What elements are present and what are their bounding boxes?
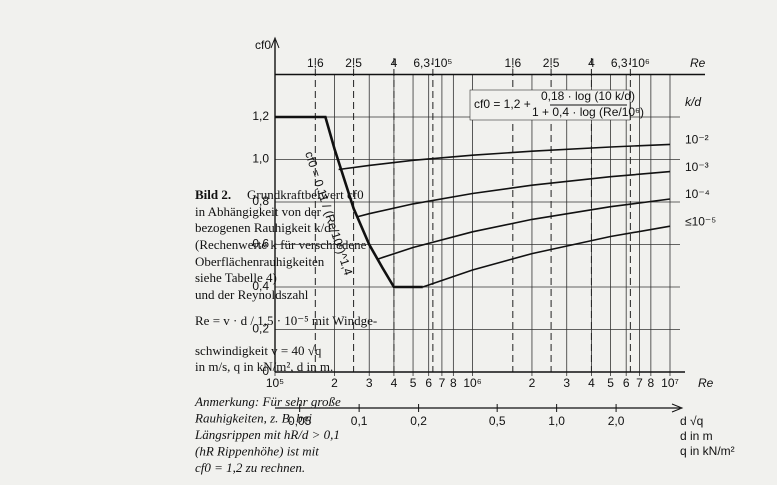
x-tick-label: 3 [366, 376, 373, 390]
note-line: Rauhigkeiten, z. B. bei [194, 410, 312, 425]
x2-axis-label: d in m [680, 429, 713, 443]
top-tick-label: 6,3·10⁶ [611, 56, 650, 70]
top-tick-label: 6,3·10⁵ [413, 56, 452, 70]
x2-tick-label: 0,1 [351, 414, 368, 428]
caption-line: siehe Tabelle 4) [195, 270, 277, 285]
curve [338, 143, 671, 171]
legend-label: 10⁻² [685, 133, 709, 147]
top-tick-label: 1,6 [504, 56, 521, 70]
x2-tick-label: 1,0 [548, 414, 565, 428]
y-tick-label: 0,4 [252, 279, 269, 293]
x-axis-label: Re [698, 376, 714, 390]
x-tick-label: 5 [410, 376, 417, 390]
x2-tick-label: 0,05 [288, 414, 312, 428]
note-line: Anmerkung: Für sehr große [194, 394, 341, 409]
x2-tick-label: 0,2 [410, 414, 427, 428]
legend-label: 10⁻³ [685, 160, 709, 174]
x-tick-label: 5 [607, 376, 614, 390]
top-tick-label: 4 [588, 56, 595, 70]
x-tick-label: 2 [331, 376, 338, 390]
note-line: Längsrippen mit hR/d > 0,1 [194, 427, 340, 442]
y-tick-label: 0 [262, 364, 269, 378]
x-tick-label: 7 [636, 376, 643, 390]
legend-label: 10⁻⁴ [685, 187, 710, 201]
x-tick-label: 7 [439, 376, 446, 390]
x2-axis-label: d √q [680, 414, 703, 428]
y-tick-label: 1,2 [252, 109, 269, 123]
x-tick-label: 4 [391, 376, 398, 390]
y-axis-label: cf0 [255, 38, 271, 52]
x-axis-label-top: Re [690, 56, 706, 70]
legend-label: ≤10⁻⁵ [685, 214, 716, 228]
y-tick-label: 1,0 [252, 152, 269, 166]
curve [275, 115, 423, 289]
x-tick-label: 8 [450, 376, 457, 390]
note-line: (hR Rippenhöhe) ist mit [195, 443, 319, 458]
formula-den: 1 + 0,4 · log (Re/10⁶) [532, 105, 644, 119]
caption-line: Re = v · d / 1,5 · 10⁻⁵ mit Windge- [195, 313, 377, 328]
y-tick-label: 0,2 [252, 322, 269, 336]
caption-line: schwindigkeit v = 40 √q [195, 343, 322, 358]
caption-label: Bild 2. [195, 187, 231, 202]
legend-title: k/d [685, 95, 701, 109]
top-tick-label: 4 [391, 56, 398, 70]
x2-tick-label: 0,5 [489, 414, 506, 428]
x-tick-label: 3 [563, 376, 570, 390]
x2-axis-label: q in kN/m² [680, 444, 735, 458]
x-tick-label: 10⁷ [661, 376, 679, 390]
y-tick-label: 0,6 [252, 237, 269, 251]
x-tick-label: 8 [648, 376, 655, 390]
curve [377, 198, 671, 260]
top-tick-label: 2,5 [543, 56, 560, 70]
x2-tick-label: 2,0 [608, 414, 625, 428]
top-tick-label: 1,6 [307, 56, 324, 70]
x-tick-label: 10⁵ [266, 376, 284, 390]
caption-line: bezogenen Rauhigkeit k/d [195, 220, 331, 235]
x-tick-label: 6 [623, 376, 630, 390]
caption-line: und der Reynoldszahl [195, 287, 309, 302]
caption-line: in m/s, q in kN/m², d in m. [195, 359, 333, 374]
curve [356, 170, 671, 218]
caption-line: in Abhängigkeit von der [195, 204, 322, 219]
formula-num: 0,18 · log (10 k/d) [541, 89, 635, 103]
y-arrow [270, 36, 280, 49]
note-line: cf0 = 1,2 zu rechnen. [195, 460, 305, 475]
x-tick-label: 6 [425, 376, 432, 390]
x-tick-label: 2 [529, 376, 536, 390]
curve [422, 225, 671, 288]
x-tick-label: 4 [588, 376, 595, 390]
top-tick-label: 2,5 [345, 56, 362, 70]
caption-line: Oberflächenrauhigkeiten [195, 254, 325, 269]
x-tick-label: 10⁶ [463, 376, 481, 390]
x2-arrow [671, 403, 684, 413]
formula-lhs: cf0 = 1,2 + [474, 97, 531, 111]
y-tick-label: 0,8 [252, 194, 269, 208]
